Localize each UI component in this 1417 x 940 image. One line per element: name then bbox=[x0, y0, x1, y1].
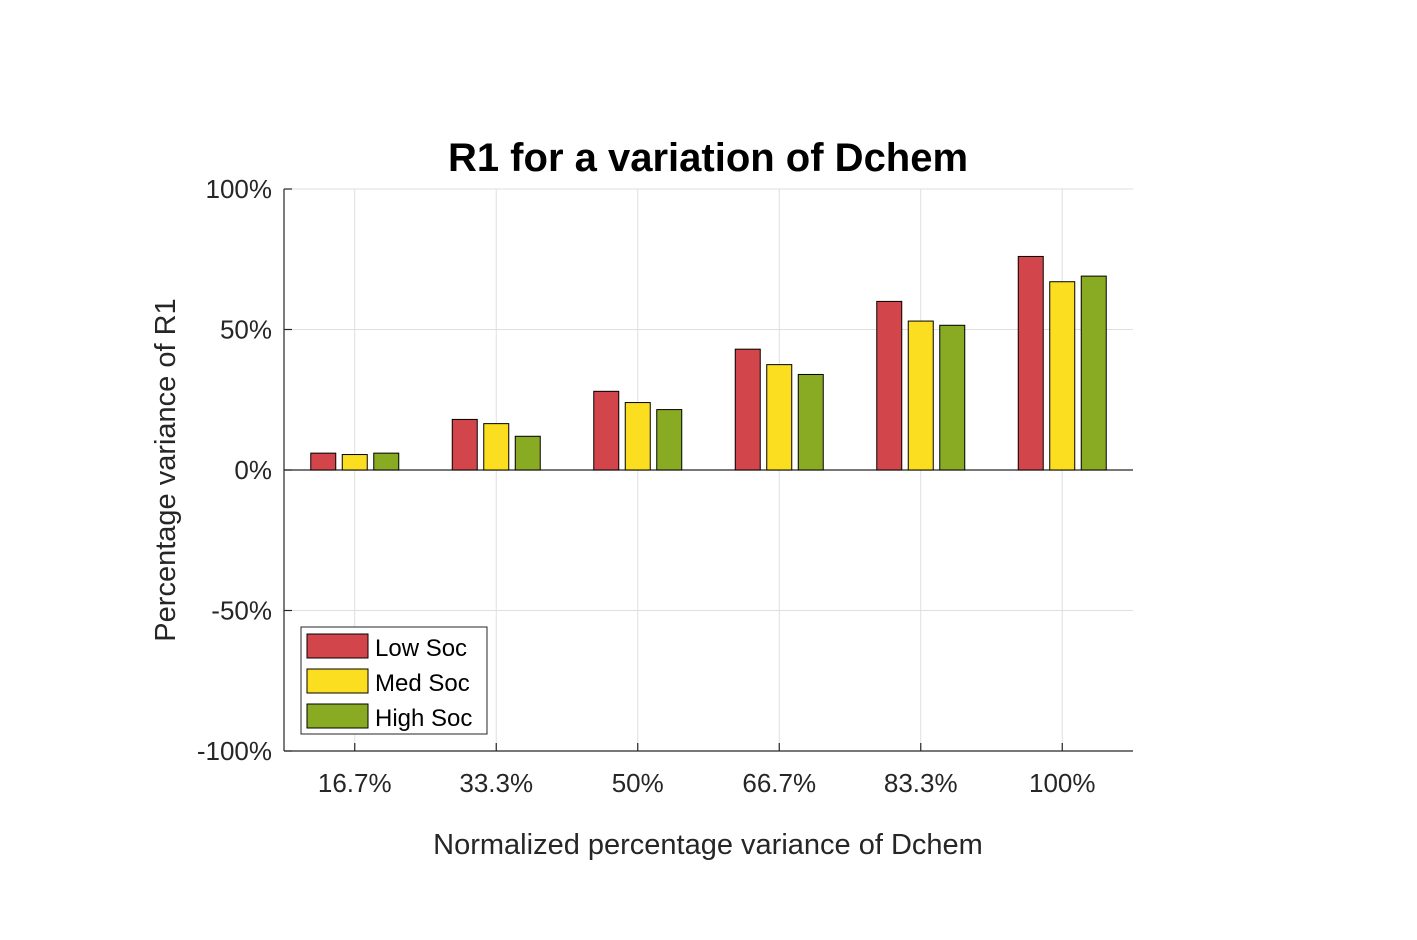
x-tick-labels: 16.7% 33.3% 50% 66.7% 83.3% 100% bbox=[318, 768, 1096, 798]
bar-med-soc-0 bbox=[341, 454, 368, 471]
x-tick-label-1: 33.3% bbox=[459, 768, 533, 798]
legend-label-2: High Soc bbox=[375, 705, 472, 732]
legend-label-1: Med Soc bbox=[375, 670, 470, 697]
x-tick-label-2: 50% bbox=[612, 768, 664, 798]
bars bbox=[310, 255, 1107, 471]
y-tick-labels: -100% -50% 0% 50% 100% bbox=[197, 174, 272, 766]
y-tick-label-1: -50% bbox=[211, 596, 272, 626]
legend-swatch-2 bbox=[306, 703, 369, 729]
legend: Low Soc Med Soc High Soc bbox=[300, 626, 488, 735]
bar-high-soc-1 bbox=[514, 435, 541, 471]
x-tick-label-0: 16.7% bbox=[318, 768, 392, 798]
bar-high-soc-5 bbox=[1080, 275, 1107, 471]
bar-high-soc-3 bbox=[797, 373, 824, 471]
bar-med-soc-3 bbox=[766, 364, 793, 471]
bar-low-soc-5 bbox=[1017, 255, 1044, 471]
y-tick-label-4: 100% bbox=[206, 174, 273, 204]
bar-med-soc-5 bbox=[1049, 281, 1076, 471]
x-axis-label: Normalized percentage variance of Dchem bbox=[433, 829, 983, 861]
bar-high-soc-4 bbox=[939, 324, 966, 471]
bar-med-soc-4 bbox=[907, 320, 934, 471]
bar-med-soc-1 bbox=[483, 423, 510, 471]
legend-swatch-0 bbox=[306, 633, 369, 659]
y-tick-label-3: 50% bbox=[220, 315, 272, 345]
bar-low-soc-3 bbox=[734, 348, 761, 471]
bar-low-soc-1 bbox=[451, 418, 478, 471]
chart-title: R1 for a variation of Dchem bbox=[448, 136, 968, 180]
bar-low-soc-2 bbox=[593, 390, 620, 471]
bar-high-soc-0 bbox=[373, 452, 400, 471]
bar-low-soc-4 bbox=[876, 300, 903, 471]
x-tick-label-5: 100% bbox=[1029, 768, 1096, 798]
y-tick-label-2: 0% bbox=[234, 455, 272, 485]
bar-med-soc-2 bbox=[624, 402, 651, 471]
x-tick-label-4: 83.3% bbox=[884, 768, 958, 798]
axes bbox=[283, 188, 1133, 752]
x-tick-label-3: 66.7% bbox=[742, 768, 816, 798]
y-tick-label-0: -100% bbox=[197, 736, 272, 766]
bar-high-soc-2 bbox=[656, 409, 683, 471]
bar-low-soc-0 bbox=[310, 452, 337, 471]
legend-swatch-1 bbox=[306, 668, 369, 694]
y-axis-label: Percentage variance of R1 bbox=[150, 298, 182, 641]
legend-label-0: Low Soc bbox=[375, 635, 467, 662]
